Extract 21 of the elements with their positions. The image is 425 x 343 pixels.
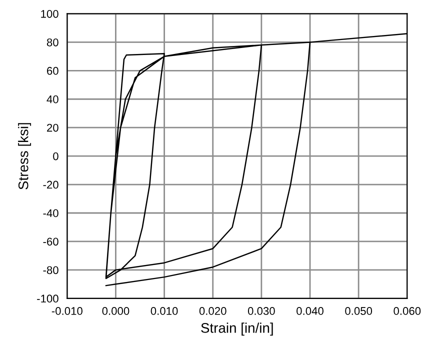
x-tick-label: 0.000 <box>102 307 130 315</box>
y-tick-label: -80 <box>43 266 58 274</box>
x-tick-label: 0.010 <box>150 307 178 315</box>
y-tick-label: -40 <box>43 209 58 218</box>
y-tick-label: 0 <box>53 152 58 160</box>
x-tick-label: 0.050 <box>345 307 372 315</box>
y-tick-label: 40 <box>46 95 58 104</box>
y-tick-label: 20 <box>47 124 58 132</box>
y-tick-label: 100 <box>41 10 58 18</box>
y-tick-label: -100 <box>37 294 58 303</box>
y-tick-label: -60 <box>43 238 58 246</box>
y-tick-label: 80 <box>46 38 58 46</box>
x-tick-label: 0.020 <box>199 307 226 315</box>
x-tick-label: 0.040 <box>296 307 324 315</box>
x-tick-label: 0.060 <box>394 307 421 315</box>
x-tick-label: 0.030 <box>248 307 275 315</box>
x-axis-title: Strain [in/in] <box>201 322 273 336</box>
y-tick-label: 60 <box>47 66 58 75</box>
y-axis-title: Stress [ksi] <box>18 123 32 190</box>
x-tick-label: -0.010 <box>52 307 82 315</box>
y-tick-label: -20 <box>43 180 58 189</box>
